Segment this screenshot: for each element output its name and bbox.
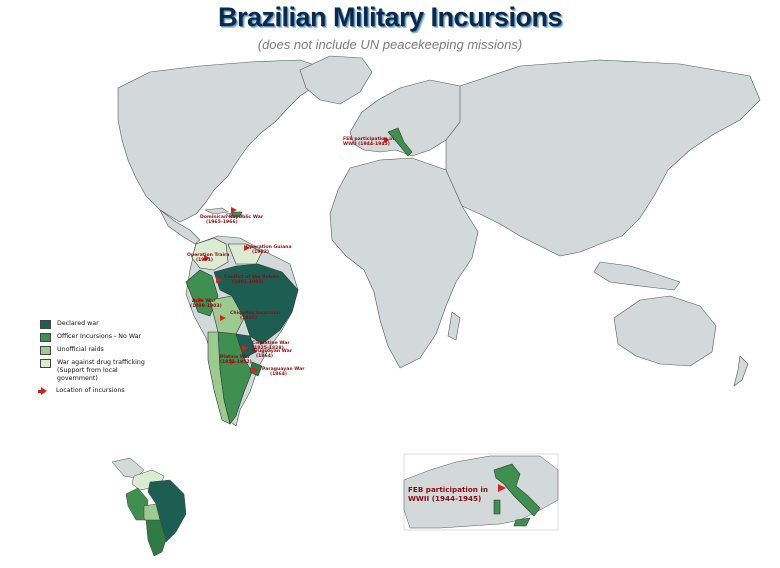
region-drug-war-colombia	[191, 237, 229, 271]
label-line: Cisplatine War	[252, 340, 290, 346]
label-line: (1825)	[240, 315, 257, 321]
incursion-arrow	[244, 245, 250, 251]
label-line: FEB participation in	[408, 485, 488, 494]
legend-swatch	[40, 333, 51, 342]
legend-label: War against drug trafficking (Support fr…	[57, 359, 145, 382]
landmass-new-zealand	[733, 355, 749, 387]
label-dominican-war: Dominican Republic War (1965-1966)	[200, 214, 265, 225]
landmass-madagascar	[447, 311, 461, 341]
label-line: (1899-1903)	[190, 303, 222, 309]
label-line: (1851-1852)	[220, 359, 252, 365]
label-operation-guiana: Operation Guiana (1982)	[246, 244, 293, 255]
landmass-central-america	[159, 209, 201, 245]
label-line: Acre War	[192, 298, 216, 304]
inset-italy-sicily	[513, 517, 531, 527]
map-title: Brazilian Military Incursions	[217, 2, 563, 32]
region-officer-peru	[185, 269, 219, 317]
label-paraguayan-war: Paraguayan War (1864)	[262, 366, 306, 377]
label-feb-wwii: FEB participation in WWII (1944-1945)	[343, 136, 396, 147]
incursion-labels: FEB participation in WWII (1944-1945) Do…	[187, 136, 396, 377]
legend-label: Location of incursions	[56, 387, 125, 394]
inset-incursion-arrow	[498, 484, 506, 492]
inset-italy-sardinia	[493, 499, 501, 515]
label-line: Chiquitos Incursion	[230, 310, 280, 316]
label-line: Paraguayan War	[262, 366, 305, 372]
legend-item: Unofficial raids	[40, 346, 180, 355]
label-line: Operation Guiana	[246, 244, 292, 250]
label-acre-war: Acre War (1899-1903)	[190, 298, 222, 309]
label-line: (1901-1903)	[232, 279, 264, 285]
inset-region-declared-south	[145, 519, 167, 557]
label-line: WWII (1944-1945)	[408, 494, 481, 503]
label-line: (1864)	[256, 353, 273, 359]
legend-item: Location of incursions	[38, 387, 180, 395]
incursion-arrows	[198, 137, 390, 373]
region-officer-chile	[207, 331, 231, 425]
landmass-north-america	[117, 59, 331, 223]
region-declared-brazil	[213, 263, 299, 345]
region-unofficial-bolivia	[209, 295, 245, 335]
label-line: (1982)	[252, 249, 269, 255]
label-operation-traira: Operation Traira (1991)	[187, 252, 231, 263]
legend-label: Officer Incursions - No War	[57, 333, 142, 340]
label-line: Uruguayan War	[252, 348, 293, 354]
inset-italy: FEB participation in WWII (1944-1945)	[403, 453, 559, 531]
label-uruguayan-war: Uruguayan War (1864)	[252, 348, 294, 359]
incursion-arrow	[230, 359, 236, 365]
incursion-arrow	[242, 345, 248, 351]
label-line: (1965-1966)	[206, 219, 238, 225]
label-line: FEB participation in	[343, 136, 394, 142]
landmass-asia	[445, 59, 761, 257]
legend-item: Declared war	[40, 320, 180, 329]
incursion-arrow	[198, 297, 204, 303]
region-drug-war-guianas	[227, 243, 263, 265]
incursion-arrow	[204, 255, 210, 261]
label-chiquitos: Chiquitos Incursion (1825)	[230, 310, 282, 321]
label-platine-war: Platine War (1851-1852)	[220, 354, 252, 365]
label-line: Operation Traira	[187, 252, 229, 258]
label-conflict-rebels: Conflict of the Rebels (1901-1903)	[224, 274, 281, 285]
landmass-se-asia-islands	[593, 261, 681, 291]
label-line: Dominican Republic War	[200, 214, 264, 220]
inset-italy-country	[493, 463, 541, 517]
legend: Declared war Officer Incursions - No War…	[38, 320, 180, 399]
legend-label: Declared war	[57, 320, 99, 327]
label-line: (1864)	[270, 371, 287, 377]
label-line: WWII (1944-1945)	[343, 141, 390, 147]
inset-south-america	[111, 457, 187, 557]
legend-swatch	[40, 320, 51, 329]
inset-region-declared	[147, 479, 187, 543]
label-line: (1991)	[196, 257, 213, 263]
incursion-arrow	[384, 137, 390, 143]
label-line: (1825-1828)	[252, 345, 284, 351]
region-declared-italy	[387, 127, 413, 157]
incursion-arrow	[231, 207, 237, 213]
region-drug-war-dominican	[231, 211, 243, 217]
incursion-arrow	[216, 277, 222, 283]
legend-swatch	[40, 346, 51, 355]
label-line: Platine War	[220, 354, 251, 360]
landmass-australia	[613, 295, 717, 367]
landmass-greenland	[299, 55, 373, 105]
legend-label: Unofficial raids	[57, 346, 104, 353]
label-line: Conflict of the Rebels	[224, 274, 280, 280]
landmass-africa	[329, 157, 479, 369]
incursion-arrow	[220, 315, 226, 321]
label-cisplatine-war: Cisplatine War (1825-1828)	[252, 340, 291, 351]
arrow-icon	[38, 387, 47, 395]
legend-swatch	[40, 359, 51, 368]
inset-italy-label: FEB participation in WWII (1944-1945)	[408, 485, 491, 503]
map-subtitle: (does not include UN peacekeeping missio…	[257, 37, 523, 52]
incursion-arrow	[252, 367, 258, 373]
legend-item: Officer Incursions - No War	[40, 333, 180, 342]
legend-item: War against drug trafficking (Support fr…	[40, 359, 180, 383]
